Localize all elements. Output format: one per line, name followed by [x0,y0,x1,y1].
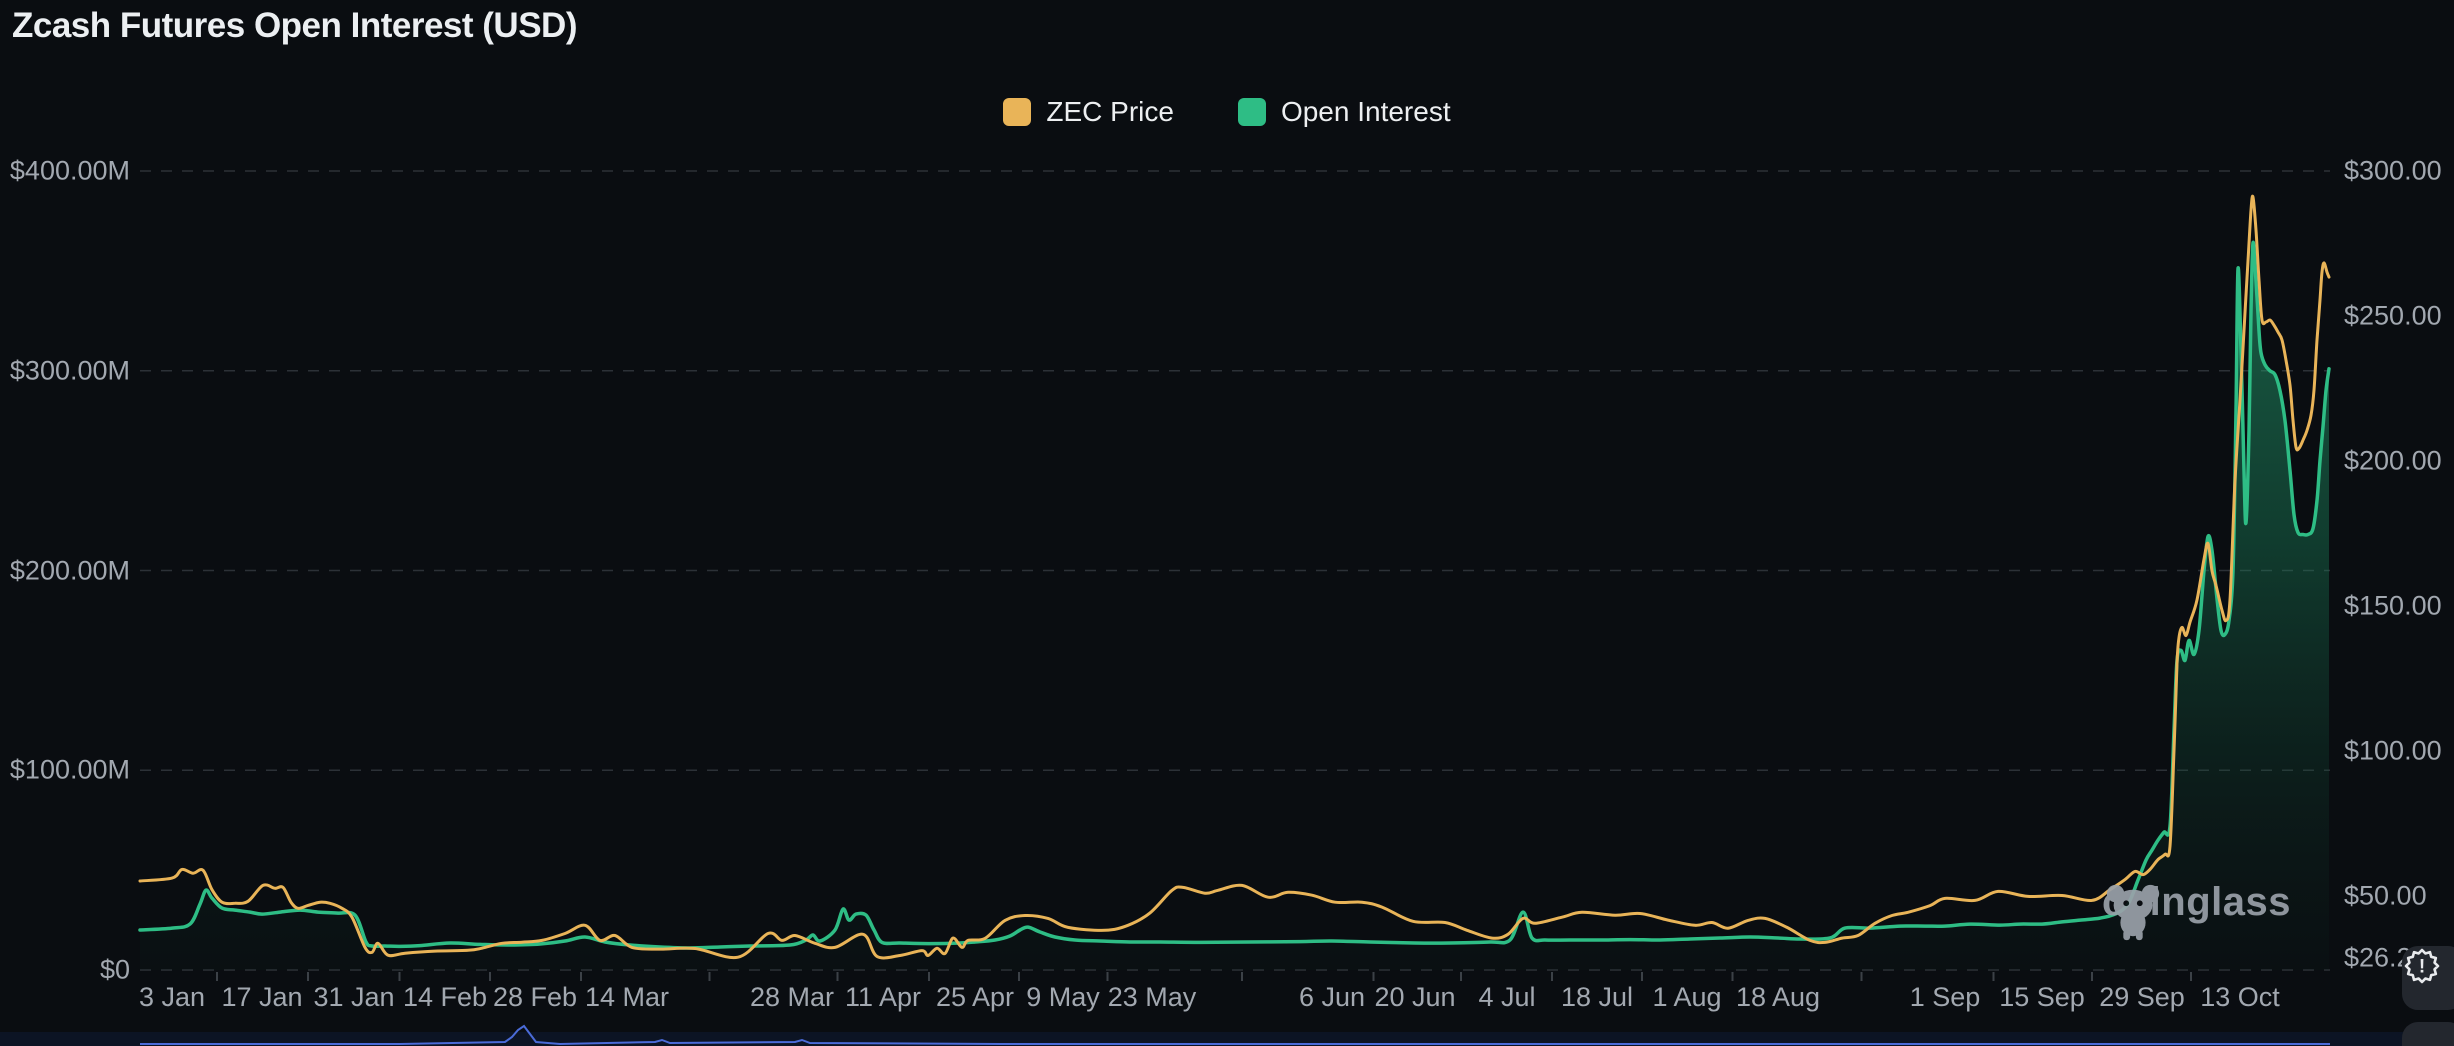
right-axis-tick: $300.00 [2344,155,2442,186]
legend: ZEC Price Open Interest [0,96,2454,128]
x-axis-tick: 6 Jun [1298,982,1366,1012]
bull-logo-icon [2106,884,2160,941]
open-interest-line [138,240,2331,950]
x-axis-tick: 1 Sep [1909,982,1981,1012]
left-axis-tick: $0 [99,954,130,985]
x-axis-tick: 14 Mar [584,982,670,1012]
x-axis-tick: 29 Sep [2099,982,2185,1012]
x-axis-tick: 3 Jan [138,982,206,1012]
alert-badge-button[interactable]: ! [2402,946,2454,1010]
x-axis-tick: 25 Apr [935,982,1015,1012]
right-axis-tick: $50.00 [2344,880,2427,910]
x-axis-ticks [216,972,2192,981]
seal-exclamation-icon: ! [2404,948,2440,984]
right-axis-tick: $150.00 [2344,590,2442,621]
right-axis-tick: $26.2 [2344,942,2412,973]
x-axis-tick: 28 Mar [749,982,835,1012]
x-axis-tick: 17 Jan [221,982,303,1012]
settings-button-partial[interactable] [2402,1022,2454,1046]
x-axis-tick: 23 May [1107,982,1197,1012]
chart-navigator[interactable] [0,1032,2454,1046]
right-axis-tick: $200.00 [2344,445,2442,476]
legend-label: ZEC Price [1046,96,1174,127]
x-axis-tick: 11 Apr [844,982,922,1012]
open-interest-area [140,242,2329,970]
x-axis-tick: 15 Sep [1999,982,2085,1012]
coinglass-watermark: coinglass [2102,880,2291,941]
x-axis-tick: 28 Feb [492,982,578,1012]
svg-text:!: ! [2419,957,2425,978]
legend-item-open-interest[interactable]: Open Interest [1237,96,1451,128]
x-axis-tick: 14 Feb [402,982,488,1012]
x-axis-tick: 13 Oct [2200,982,2280,1012]
x-axis-tick: 20 Jun [1374,982,1456,1012]
gridlines [140,170,2330,971]
right-axis-tick: $100.00 [2344,735,2442,766]
legend-label: Open Interest [1280,96,1451,127]
x-axis-tick: 4 Jul [1478,982,1536,1012]
zec-price-line [138,194,2331,960]
x-axis-tick: 9 May [1026,982,1100,1012]
legend-item-zec-price[interactable]: ZEC Price [1003,96,1174,128]
x-axis-tick: 18 Jul [1560,982,1634,1012]
right-axis-tick: $250.00 [2344,300,2442,331]
left-axis-tick: $400.00M [9,155,130,186]
x-axis-tick: 1 Aug [1652,982,1722,1012]
x-axis-tick: 18 Aug [1735,982,1821,1012]
legend-swatch [1003,98,1032,126]
page-title: Zcash Futures Open Interest (USD) [12,6,577,45]
legend-swatch [1237,98,1266,126]
left-axis-tick: $100.00M [9,754,130,785]
left-axis-tick: $300.00M [9,355,130,386]
left-axis-tick: $200.00M [9,555,130,585]
x-axis-tick: 31 Jan [313,982,395,1012]
